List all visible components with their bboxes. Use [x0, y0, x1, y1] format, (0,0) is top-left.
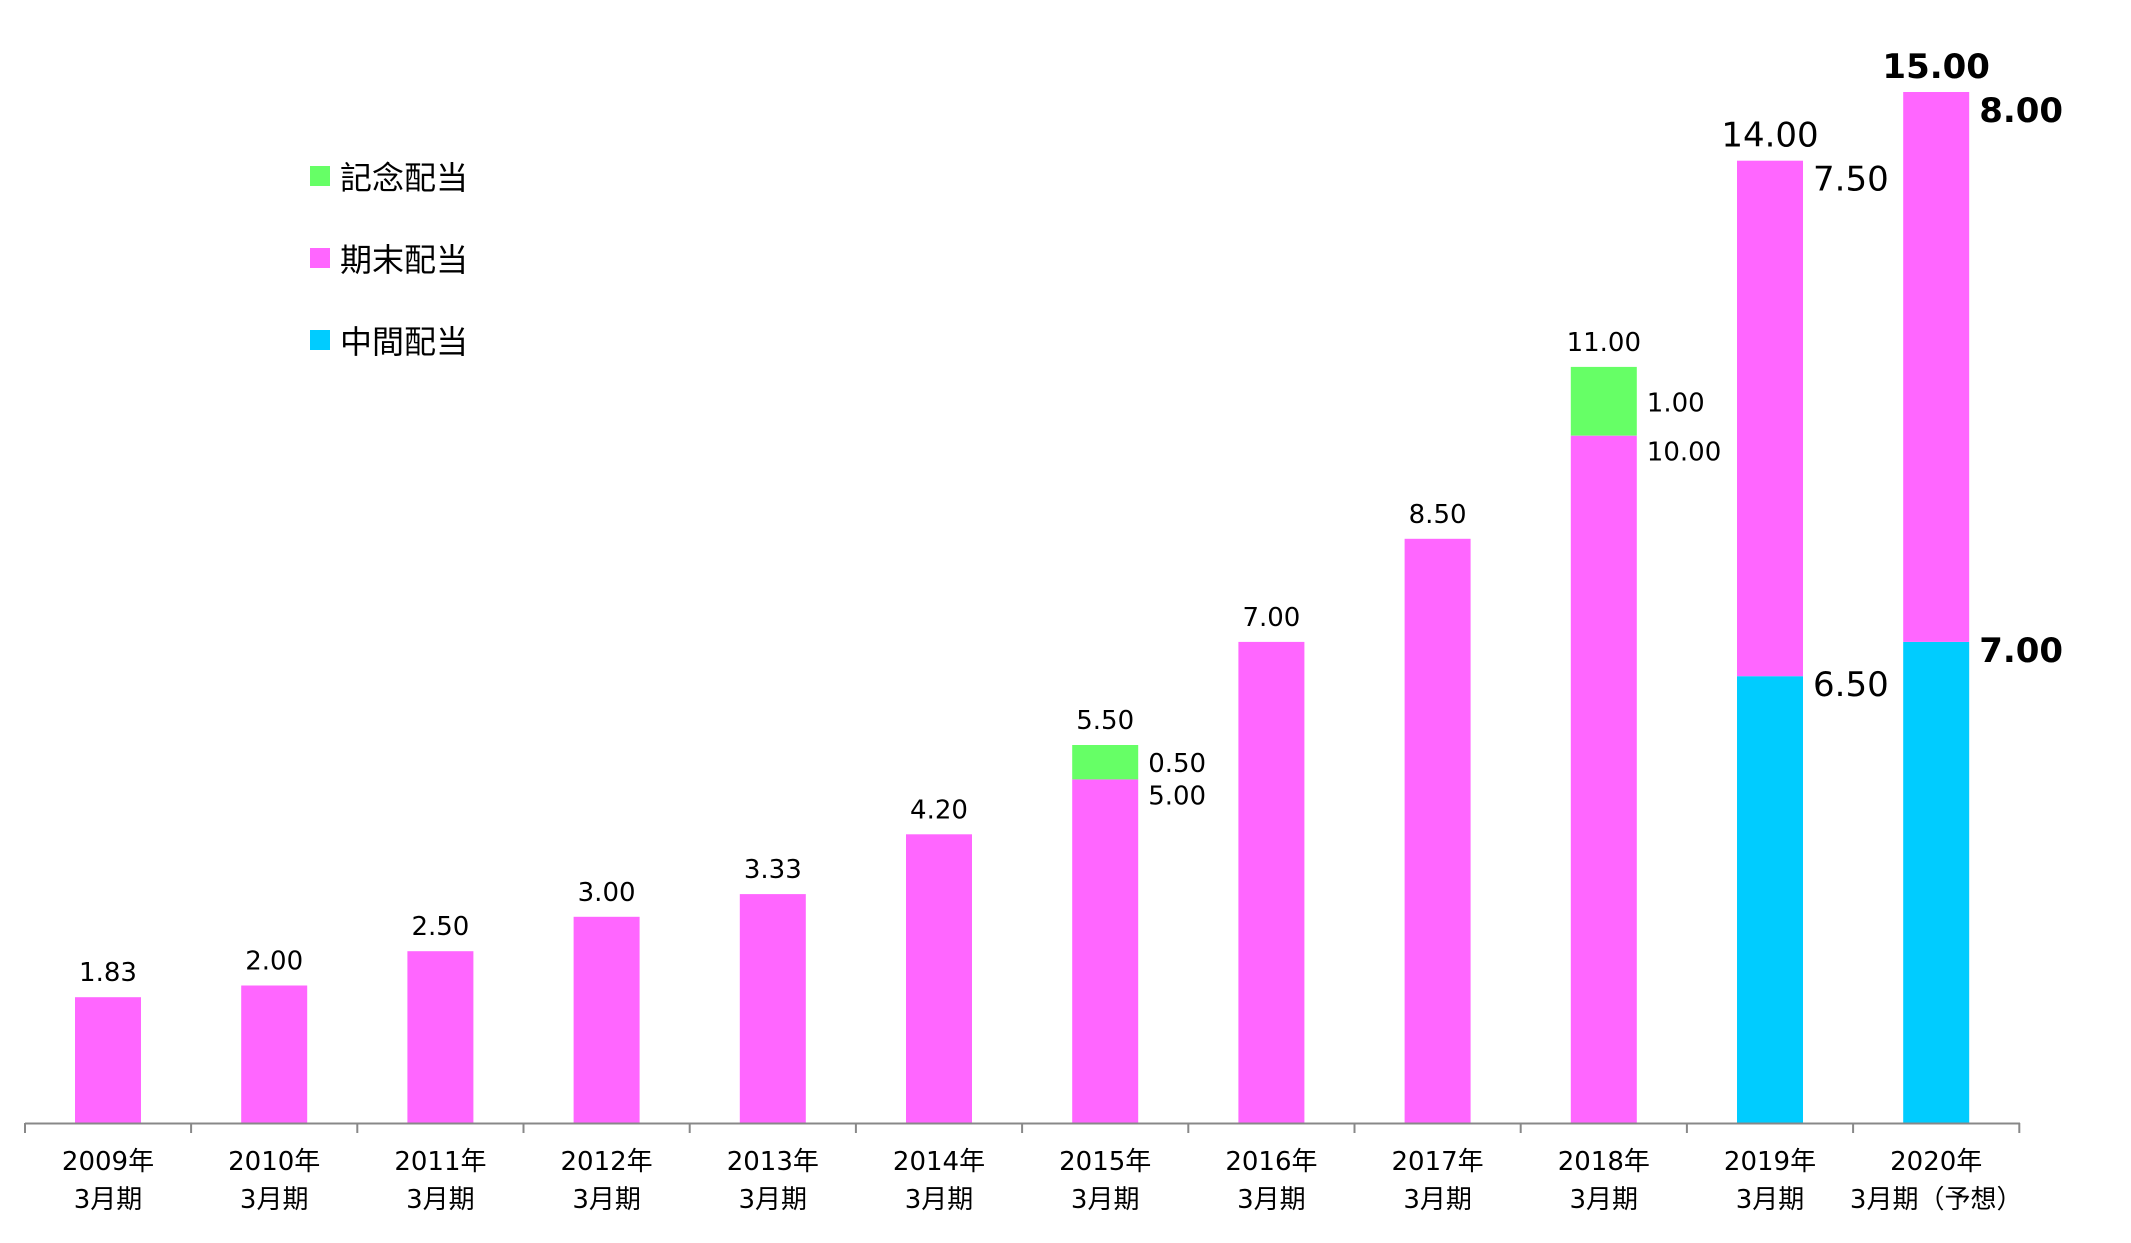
bar-segment [906, 834, 972, 1123]
x-tick-label: 3月期 [406, 1185, 475, 1215]
legend-label: 期末配当 [340, 241, 469, 279]
x-tick-label: 2009年 [62, 1147, 154, 1177]
legend-swatch [310, 166, 330, 186]
bar-segment [1238, 641, 1305, 1123]
bar-segment [407, 951, 474, 1123]
total-value-label: 8.50 [1409, 500, 1467, 530]
bar-segment [1570, 366, 1637, 436]
total-value-label: 4.20 [910, 795, 968, 825]
segment-value-label: 0.50 [1148, 749, 1206, 779]
legend-label: 記念配当 [340, 159, 469, 197]
x-tick-label: 2011年 [394, 1147, 486, 1177]
x-tick-label: 3月期 [739, 1185, 808, 1215]
x-tick-label: 2015年 [1059, 1147, 1151, 1177]
segment-value-label: 7.50 [1813, 160, 1889, 200]
x-tick-label: 2013年 [727, 1147, 819, 1177]
legend-label: 中間配当 [340, 323, 469, 361]
bar-segment [1404, 538, 1471, 1123]
total-value-label: 2.00 [245, 947, 303, 977]
bar-segment [1737, 676, 1803, 1123]
legend-item-year-end: 期末配当 [310, 217, 468, 299]
bar-segment [1737, 160, 1803, 677]
total-value-label: 5.50 [1076, 706, 1134, 736]
x-tick-label: 2019年 [1724, 1147, 1816, 1177]
x-tick-label: 3月期 [240, 1185, 309, 1215]
x-tick-label: 3月期 [74, 1185, 143, 1215]
bar-segment [739, 894, 806, 1123]
x-tick-label: 3月期 [1403, 1185, 1472, 1215]
bar-segment [1570, 435, 1637, 1123]
total-value-label: 3.00 [578, 878, 636, 908]
total-value-label: 2.50 [411, 912, 469, 942]
segment-value-label: 5.00 [1148, 781, 1206, 811]
x-tick-label: 2020年 [1890, 1147, 1982, 1177]
bar-segment [1072, 745, 1139, 780]
bar-segment [1903, 92, 1970, 642]
x-axis: 2009年 3月期 2010年 3月期 2011年 3月期 2012年 3月期 2013年 3月期… [24, 1122, 2023, 1215]
bar-segment [573, 916, 640, 1123]
x-tick-label: 2012年 [561, 1147, 653, 1177]
legend-item-interim: 中間配当 [310, 299, 468, 381]
legend-swatch [310, 330, 330, 350]
bar-segment [1903, 641, 1970, 1123]
x-tick-label: 2017年 [1392, 1147, 1484, 1177]
legend-swatch [310, 248, 330, 268]
segment-value-label: 8.00 [1979, 91, 2063, 131]
labels-layer: 5.000.50 10.00 1.00 6.50 7.50 7.00 8.00 1.83 2.0… [79, 47, 2063, 988]
total-value-label: 14.00 [1721, 116, 1818, 156]
x-tick-label: 3月期 [1736, 1185, 1805, 1215]
total-value-label: 7.00 [1242, 603, 1300, 633]
x-tick-label: 3月期（予想） [1850, 1185, 2023, 1215]
x-tick-label: 3月期 [1071, 1185, 1140, 1215]
total-value-label: 3.33 [744, 855, 802, 885]
bar-segment [241, 985, 308, 1123]
total-value-label: 11.00 [1567, 328, 1641, 358]
x-tick-label: 2010年 [228, 1147, 320, 1177]
x-tick-label: 3月期 [1237, 1185, 1306, 1215]
legend-item-commemorative: 記念配当 [310, 135, 468, 217]
x-tick-label: 3月期 [572, 1185, 641, 1215]
x-tick-label: 3月期 [905, 1185, 974, 1215]
segment-value-label: 10.00 [1647, 438, 1721, 468]
segment-value-label: 7.00 [1979, 631, 2063, 671]
legend: 記念配当 期末配当 中間配当 [310, 135, 468, 381]
bars-layer [75, 92, 1970, 1123]
total-value-label: 1.83 [79, 958, 137, 988]
x-tick-label: 3月期 [1570, 1185, 1639, 1215]
bar-segment [75, 997, 141, 1123]
x-tick-label: 2018年 [1558, 1147, 1650, 1177]
segment-value-label: 1.00 [1647, 388, 1705, 418]
total-value-label: 15.00 [1882, 47, 1990, 87]
bar-segment [1072, 779, 1139, 1123]
x-tick-label: 2014年 [893, 1147, 985, 1177]
segment-value-label: 6.50 [1813, 665, 1889, 705]
x-tick-label: 2016年 [1225, 1147, 1317, 1177]
